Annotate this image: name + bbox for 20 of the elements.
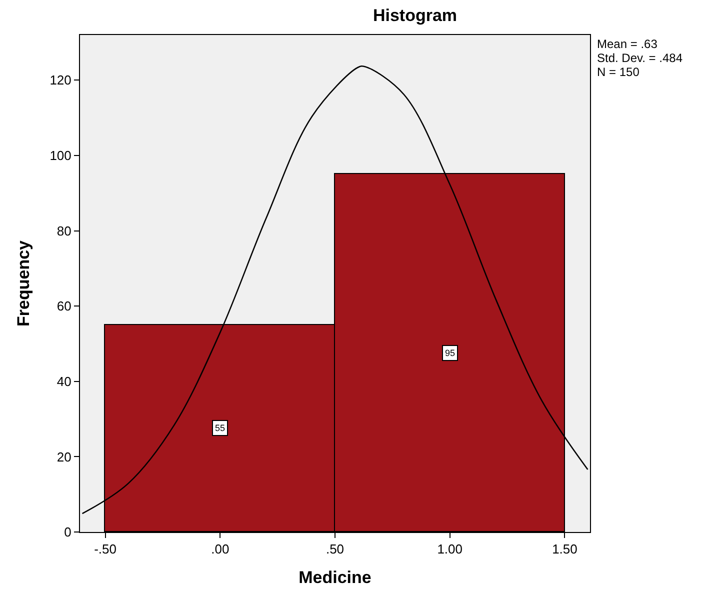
y-tick-label: 100 — [50, 148, 72, 164]
y-tick-label: 80 — [56, 223, 72, 238]
data-label: 95 — [445, 348, 456, 358]
x-tick-label: 1.00 — [437, 542, 463, 557]
y-tick-label: 120 — [50, 72, 72, 88]
x-tick-label: -.50 — [94, 542, 116, 557]
y-axis-title: Frequency — [14, 240, 34, 326]
text: N = 150 — [597, 65, 640, 79]
x-tick-label: .50 — [326, 542, 344, 557]
x-tick-label: 1.50 — [552, 542, 578, 557]
x-tick-label: .00 — [211, 542, 230, 557]
y-tick-label: 20 — [56, 449, 72, 464]
y-tick-label: 40 — [56, 374, 72, 389]
text: Mean = .63 — [597, 37, 658, 51]
x-axis-title: Medicine — [298, 568, 372, 587]
text: Std. Dev. = .484 — [597, 51, 683, 65]
y-tick-label: 0 — [64, 524, 72, 540]
y-tick-label: 60 — [56, 298, 72, 314]
data-label: 55 — [215, 423, 226, 433]
chart-title: Histogram — [372, 6, 458, 25]
